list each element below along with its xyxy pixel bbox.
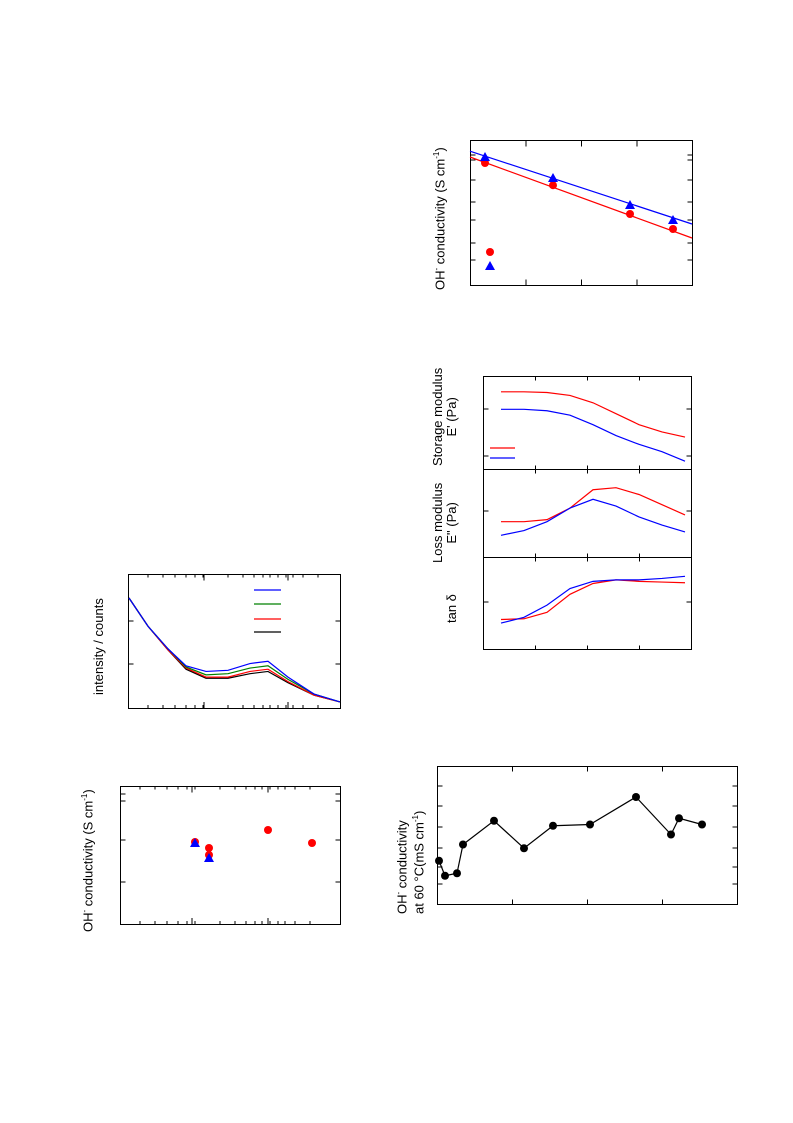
saxs-curve <box>128 597 341 703</box>
bottom-data-point <box>520 844 528 853</box>
dma-panel-frame <box>483 557 692 650</box>
bottom-data-point <box>490 816 498 825</box>
cond-left-blue-point <box>204 853 214 862</box>
bottom-data-point <box>675 814 683 823</box>
dma-red-curve <box>500 579 686 621</box>
dma-red-curve <box>501 391 686 438</box>
cond-left-red-point <box>205 844 213 852</box>
storage-modulus-label: Storage modulus E' (Pa) <box>430 367 459 466</box>
bottom-data-point <box>549 821 557 830</box>
cond-left-frame <box>120 786 341 925</box>
legend-blue-marker <box>485 261 495 270</box>
red-fit-line <box>469 156 693 239</box>
bottom-data-point <box>441 871 449 880</box>
bottom-data-point <box>632 793 640 801</box>
tan-delta-label: tan δ <box>444 594 459 623</box>
saxs-curve <box>128 597 341 703</box>
blue-fit-line <box>469 150 693 225</box>
cond-left-blue-point <box>190 838 200 847</box>
dma-panel-frame <box>483 469 692 558</box>
arrhenius-chart <box>469 140 693 286</box>
blue-data-point <box>668 215 678 224</box>
dma-blue-curve <box>501 408 686 462</box>
red-data-point <box>626 210 634 218</box>
cond-left-y-axis-label: OH- conductivity (S cm-1) <box>80 789 96 932</box>
saxs-chart <box>128 574 341 709</box>
bottom-data-point <box>453 869 461 878</box>
cond-left-red-point <box>308 839 316 847</box>
dma-blue-curve <box>500 498 686 536</box>
red-data-point <box>549 181 557 190</box>
bottom-data-point <box>586 820 594 829</box>
bottom-data-point <box>459 840 467 849</box>
legend-red-marker <box>486 248 494 256</box>
blue-data-point <box>480 152 490 161</box>
bottom-line-chart <box>435 766 738 905</box>
saxs-curve <box>128 597 341 703</box>
bottom-data-point <box>667 830 675 839</box>
dma-chart <box>483 376 692 650</box>
dma-red-curve <box>501 487 686 523</box>
red-data-point <box>669 225 677 233</box>
cond-left-chart <box>120 786 341 925</box>
bottom-frame <box>437 766 738 905</box>
bottom-data-point <box>435 856 443 865</box>
saxs-frame <box>128 574 341 709</box>
bottom-y-axis-label: OH- conductivity at 60 °C(mS cm-1) <box>394 810 427 914</box>
saxs-curve <box>128 597 341 703</box>
saxs-y-axis-label: intensity / counts <box>91 598 106 695</box>
dma-blue-curve <box>500 575 686 624</box>
bottom-series-line <box>438 796 703 877</box>
cond-left-red-point <box>264 826 272 834</box>
bottom-data-point <box>698 820 706 829</box>
arrhenius-y-axis-label: OH- conductivity (S cm-1) <box>432 147 448 290</box>
blue-data-point <box>625 200 635 209</box>
blue-data-point <box>548 173 558 182</box>
loss-modulus-label: Loss modulus E" (Pa) <box>430 482 459 563</box>
